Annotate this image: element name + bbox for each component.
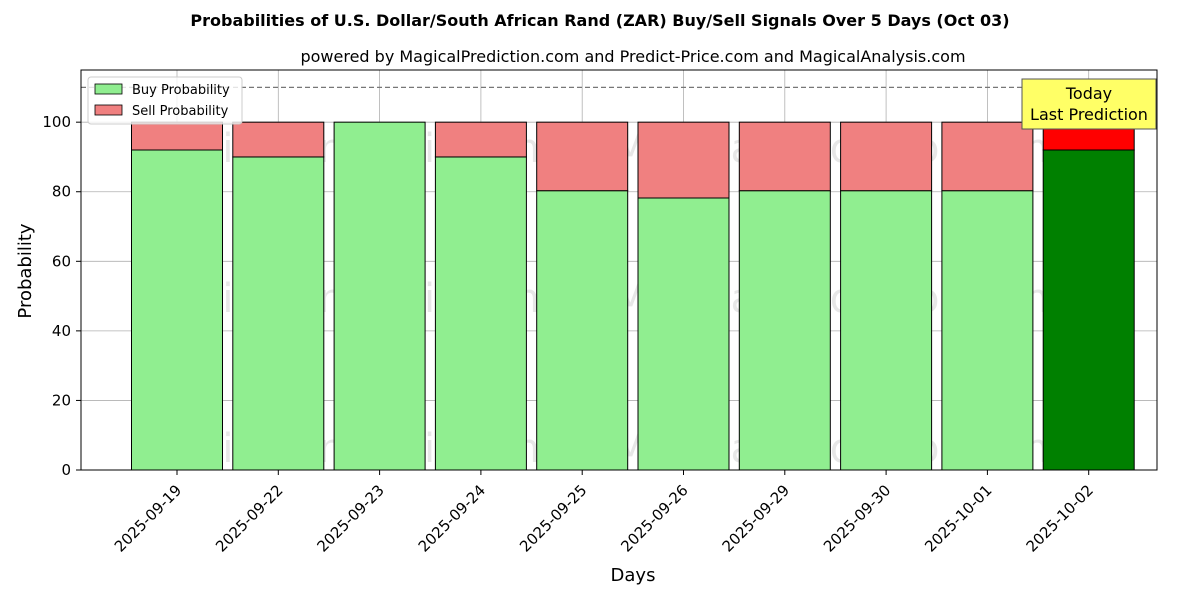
sell-bar (131, 121, 223, 151)
buy-bar (1042, 149, 1135, 471)
annotation-box (1021, 78, 1157, 130)
sell-bar (434, 121, 527, 158)
y-tick-label: 0 (61, 461, 71, 479)
buy-bar (840, 190, 933, 471)
sell-bar (840, 121, 933, 192)
buy-bar (131, 149, 223, 471)
legend: Buy Probability Sell Probability (87, 76, 243, 125)
buy-bar (232, 156, 325, 471)
legend-sell-swatch (94, 104, 123, 116)
annotation-line-2: Last Prediction (1030, 105, 1148, 124)
sell-bar (232, 121, 325, 158)
x-tick-label: 2025-09-26 (617, 481, 691, 555)
sell-bar (738, 121, 831, 192)
y-tick-label: 80 (52, 183, 71, 201)
y-tick-label: 20 (52, 391, 71, 409)
x-axis-label: Days (611, 565, 656, 586)
annotation-line-1: Today (1065, 84, 1112, 103)
y-tick-label: 100 (42, 113, 71, 131)
x-tick-label: 2025-09-22 (212, 481, 286, 555)
x-tick-label: 2025-09-30 (820, 481, 894, 555)
buy-bar (637, 197, 730, 471)
sell-bar (941, 121, 1034, 192)
y-tick-label: 40 (52, 322, 71, 340)
y-tick-label: 60 (52, 252, 71, 270)
chart-title: Probabilities of U.S. Dollar/South Afric… (190, 11, 1009, 30)
buy-bar (333, 121, 426, 471)
plot-area (80, 69, 1158, 471)
buy-bar (941, 190, 1034, 471)
x-tick-label: 2025-09-24 (415, 481, 489, 555)
x-tick-label: 2025-09-25 (516, 481, 590, 555)
sell-bar (536, 121, 629, 192)
y-axis-label: Probability (15, 223, 36, 318)
x-tick-label: 2025-09-29 (719, 481, 793, 555)
buy-bar (738, 190, 831, 471)
buy-bar (434, 156, 527, 471)
x-tick-label: 2025-09-19 (111, 481, 185, 555)
legend-box (87, 76, 243, 125)
today-annotation: Today Last Prediction (1021, 78, 1157, 130)
x-tick-label: 2025-10-01 (921, 481, 995, 555)
bars (131, 121, 1135, 471)
x-tick-label: 2025-10-02 (1023, 481, 1097, 555)
legend-buy-swatch (94, 83, 123, 95)
legend-buy-label: Buy Probability (132, 83, 230, 98)
x-tick-label: 2025-09-23 (313, 481, 387, 555)
buy-bar (536, 190, 629, 471)
legend-sell-label: Sell Probability (132, 104, 229, 119)
chart-subtitle: powered by MagicalPrediction.com and Pre… (300, 47, 965, 66)
sell-bar (637, 121, 730, 199)
